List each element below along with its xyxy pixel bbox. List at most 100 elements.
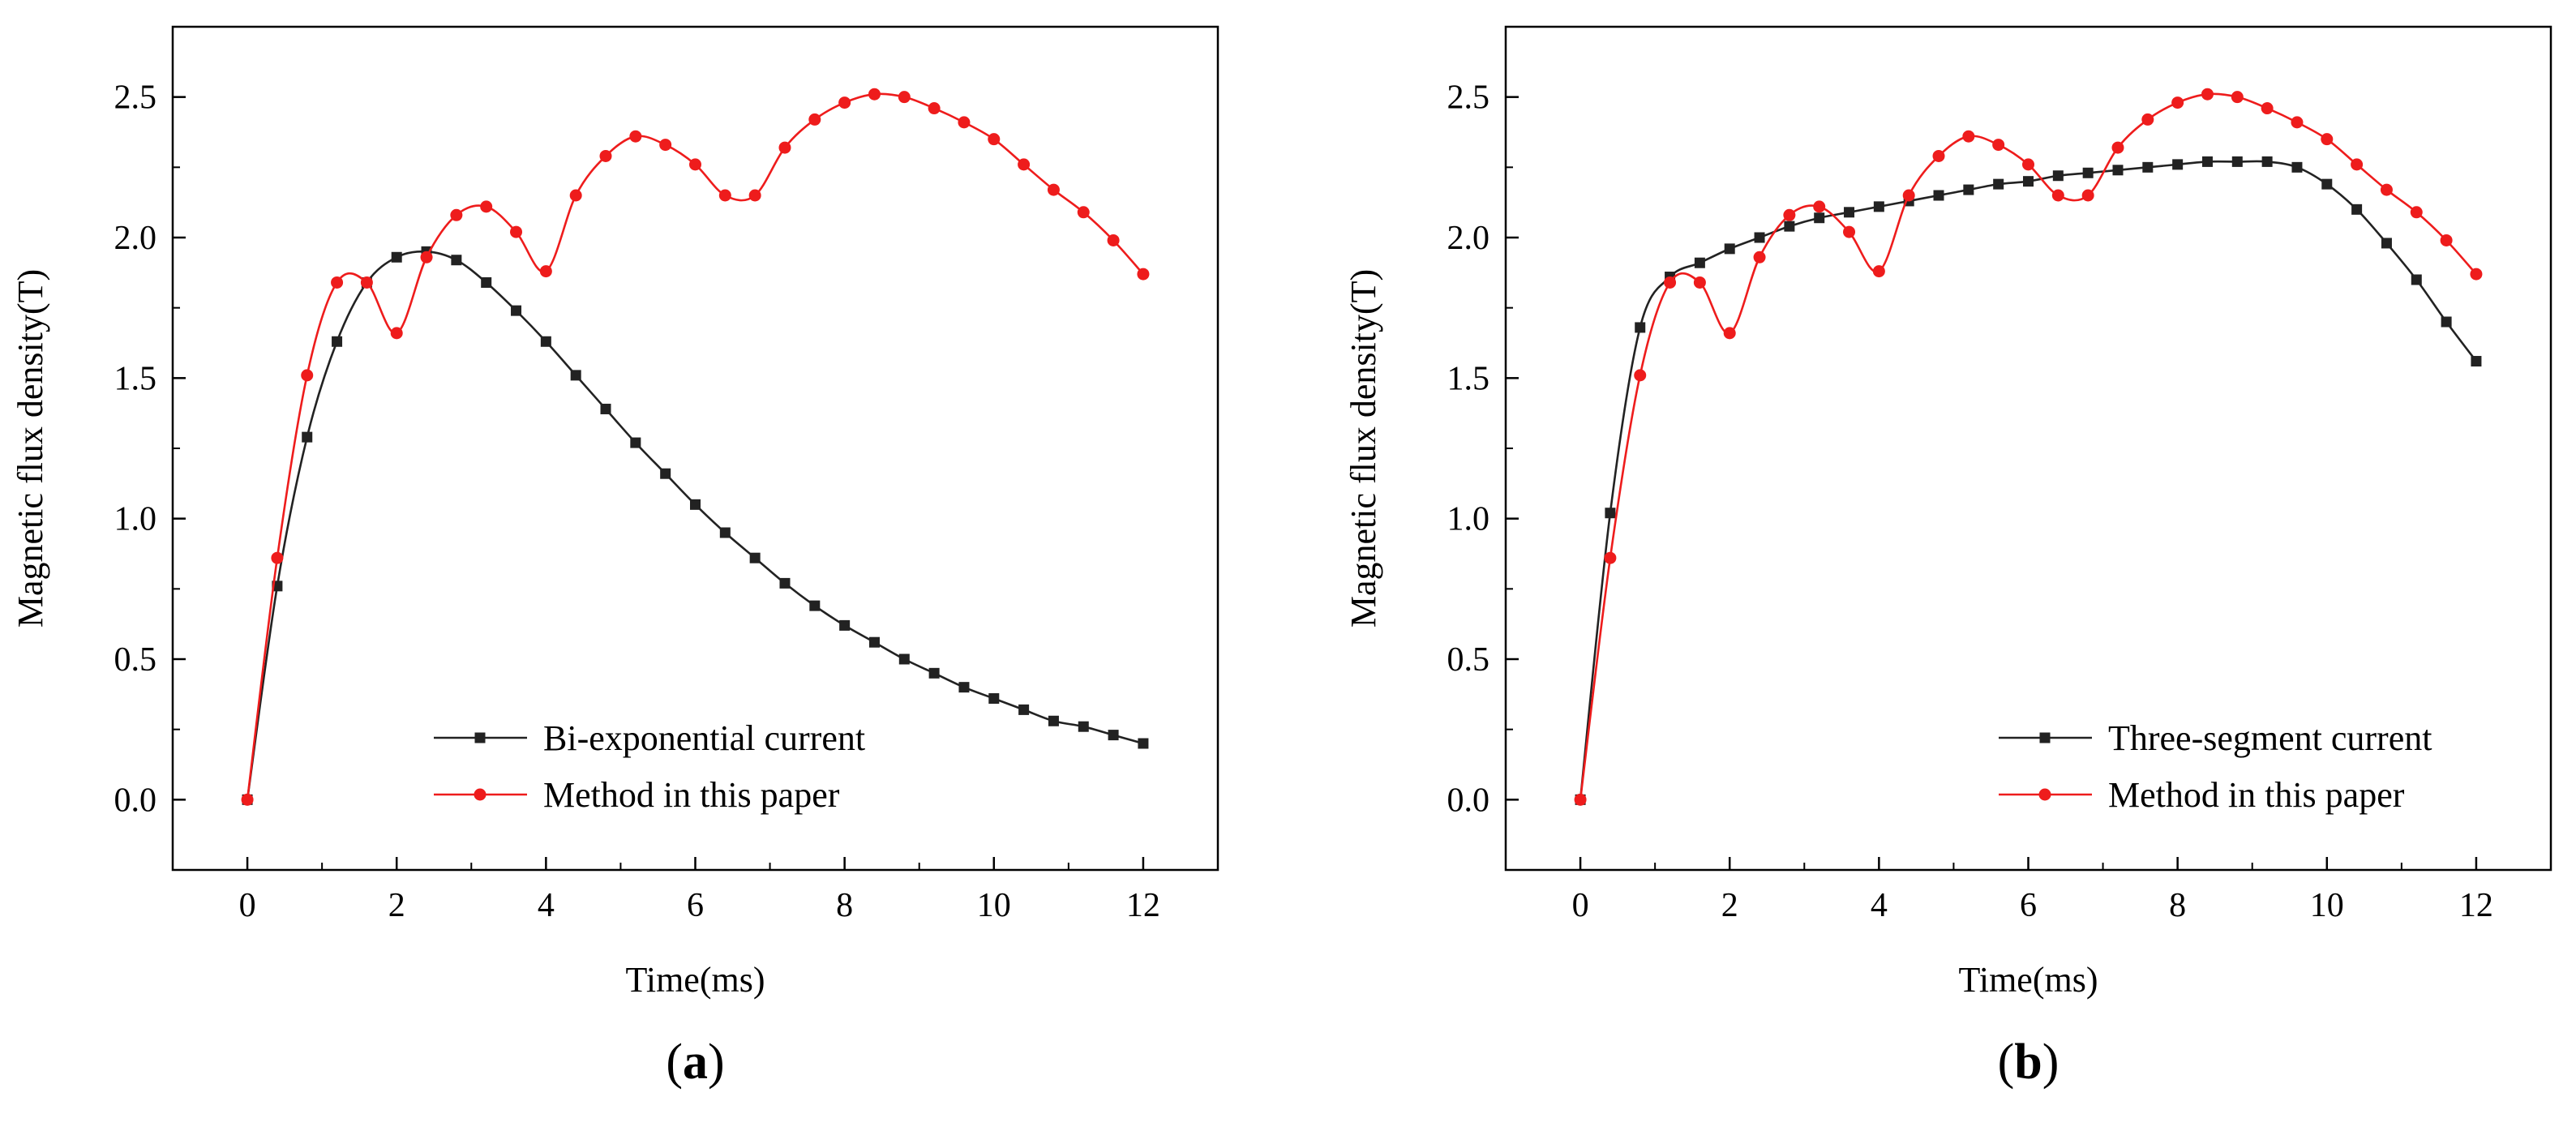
series-line — [246, 250, 1144, 800]
data-point-square — [2142, 161, 2154, 173]
data-point-circle — [629, 130, 642, 143]
data-point-square — [332, 336, 343, 347]
data-point-circle — [1813, 200, 1826, 213]
panel-label: (b) — [1998, 1035, 2060, 1090]
data-point-square — [1108, 730, 1119, 741]
y-tick-label: 0.0 — [114, 782, 157, 819]
data-point-square — [779, 577, 791, 589]
data-point-circle — [2470, 268, 2483, 281]
data-point-square — [868, 636, 880, 648]
data-point-circle — [360, 276, 373, 289]
data-point-circle — [1047, 183, 1060, 196]
data-point-circle — [1723, 327, 1736, 340]
panel-b: 0 2 4 6 8 10 12 0.0 0.5 1.0 1.5 2.0 2.5 Time(ms) Magne… — [1344, 25, 2552, 1090]
data-point-square — [839, 619, 851, 631]
x-tick-label: 4 — [1871, 887, 1888, 924]
data-point-circle — [1574, 793, 1587, 806]
y-tick-label: 1.0 — [1447, 501, 1490, 538]
data-point-square — [928, 667, 940, 679]
data-point-square — [1784, 221, 1795, 232]
data-point-circle — [1604, 551, 1617, 564]
data-point-square — [958, 682, 970, 693]
data-point-circle — [480, 200, 493, 213]
data-point-circle — [2291, 116, 2304, 129]
data-point-circle — [689, 158, 701, 171]
data-point-circle — [390, 327, 403, 340]
data-point-square — [1018, 704, 1030, 715]
data-point-circle — [1932, 149, 1945, 162]
y-tick-label: 2.0 — [1447, 220, 1490, 257]
data-point-square — [2291, 161, 2303, 173]
data-point-square — [719, 527, 731, 538]
data-point-circle — [958, 116, 971, 129]
y-tick-label: 0.5 — [1447, 641, 1490, 679]
y-axis-title: Magnetic flux density(T) — [1344, 269, 1383, 628]
data-point-square — [511, 305, 522, 316]
series-line — [246, 92, 1144, 800]
x-tick-label: 6 — [2020, 887, 2037, 924]
data-point-square — [2321, 178, 2333, 190]
data-point-square — [570, 370, 581, 381]
data-point-circle — [1753, 251, 1766, 263]
data-point-circle — [1077, 206, 1090, 219]
x-tick-label: 4 — [538, 887, 555, 924]
y-tick-label: 1.5 — [1447, 360, 1490, 397]
data-point-square — [1635, 322, 1646, 333]
data-point-circle — [659, 139, 672, 152]
data-point-square — [2082, 167, 2094, 178]
x-tick-label: 2 — [388, 887, 405, 924]
data-point-square — [898, 653, 910, 665]
y-axis-title: Magnetic flux density(T) — [11, 269, 50, 628]
data-point-circle — [241, 793, 254, 806]
data-point-square — [600, 403, 611, 414]
y-tick-label: 1.0 — [114, 501, 157, 538]
y-tick-label: 2.0 — [114, 220, 157, 257]
data-point-square — [2471, 356, 2482, 367]
data-point-circle — [1664, 276, 1677, 289]
data-point-square — [749, 552, 761, 563]
data-point-square — [1963, 184, 1974, 195]
data-point-square — [1993, 178, 2004, 190]
data-point-circle — [838, 96, 851, 109]
data-point-square — [660, 468, 671, 479]
data-point-circle — [2321, 133, 2334, 146]
data-point-circle — [898, 91, 911, 104]
data-point-square — [690, 499, 701, 510]
data-point-square — [2261, 156, 2273, 167]
panel-label-open: ( — [1998, 1035, 2015, 1090]
panel-label: (a) — [666, 1035, 724, 1090]
x-tick-label: 12 — [2459, 887, 2493, 924]
data-point-circle — [2111, 141, 2124, 154]
data-point-square — [302, 431, 313, 443]
data-point-circle — [1962, 130, 1975, 143]
panel-label-close: ) — [2042, 1035, 2060, 1090]
data-point-square — [1138, 738, 1149, 749]
data-point-circle — [1693, 276, 1706, 289]
data-point-square — [451, 255, 462, 266]
data-point-square — [1078, 721, 1089, 732]
data-point-square — [1754, 232, 1765, 243]
data-point-circle — [539, 265, 552, 278]
data-point-square — [2023, 176, 2034, 187]
x-tick-label: 8 — [2169, 887, 2186, 924]
data-point-circle — [928, 102, 941, 115]
data-point-circle — [301, 369, 314, 382]
legend-marker-square — [474, 732, 486, 743]
legend-marker-circle — [474, 788, 486, 801]
data-point-circle — [599, 149, 612, 162]
data-point-circle — [2081, 189, 2094, 202]
data-point-square — [1933, 190, 1944, 201]
data-point-square — [988, 693, 1000, 705]
data-point-circle — [1018, 158, 1031, 171]
data-point-square — [2381, 238, 2392, 249]
x-tick-label: 0 — [1572, 887, 1589, 924]
data-point-square — [1814, 212, 1825, 224]
data-point-square — [2052, 170, 2064, 182]
data-point-circle — [2022, 158, 2034, 171]
data-point-square — [2231, 156, 2243, 167]
panel-label-open: ( — [666, 1035, 683, 1090]
data-point-circle — [2410, 206, 2423, 219]
data-point-circle — [1872, 265, 1885, 278]
data-point-square — [540, 336, 551, 347]
